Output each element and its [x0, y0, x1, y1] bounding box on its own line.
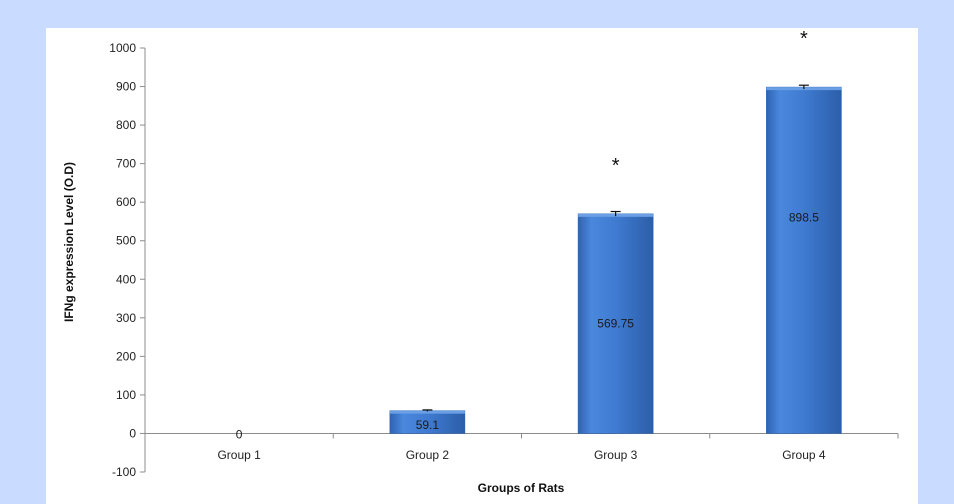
significance-marker: * [612, 155, 620, 177]
x-tick-label: Group 4 [782, 448, 826, 462]
y-tick-label: 400 [116, 272, 136, 286]
significance-marker: * [800, 28, 808, 50]
y-tick-label: 100 [116, 388, 136, 402]
data-label: 898.5 [789, 210, 819, 224]
data-label: 0 [236, 427, 243, 441]
y-tick-label: 200 [116, 349, 136, 363]
y-tick-label: 0 [129, 426, 136, 440]
bar [766, 86, 842, 434]
data-label: 59.1 [416, 418, 440, 432]
y-tick-label: 300 [116, 311, 136, 325]
y-tick-label: 600 [116, 195, 136, 209]
y-axis-title: IFNg expression Level (O.D) [62, 162, 76, 322]
y-tick-label: 700 [116, 157, 136, 171]
x-tick-label: Group 1 [217, 448, 261, 462]
y-tick-label: 1000 [109, 41, 136, 55]
x-tick-label: Group 2 [406, 448, 450, 462]
y-tick-label: 800 [116, 118, 136, 132]
y-tick-label: 500 [116, 234, 136, 248]
y-tick-label: 900 [116, 80, 136, 94]
bar-top-highlight [389, 410, 465, 414]
y-tick-label: -100 [112, 465, 136, 479]
bar [577, 213, 654, 434]
x-axis-title: Groups of Rats [478, 481, 565, 495]
x-tick-label: Group 3 [594, 448, 638, 462]
data-label: 569.75 [597, 317, 634, 331]
